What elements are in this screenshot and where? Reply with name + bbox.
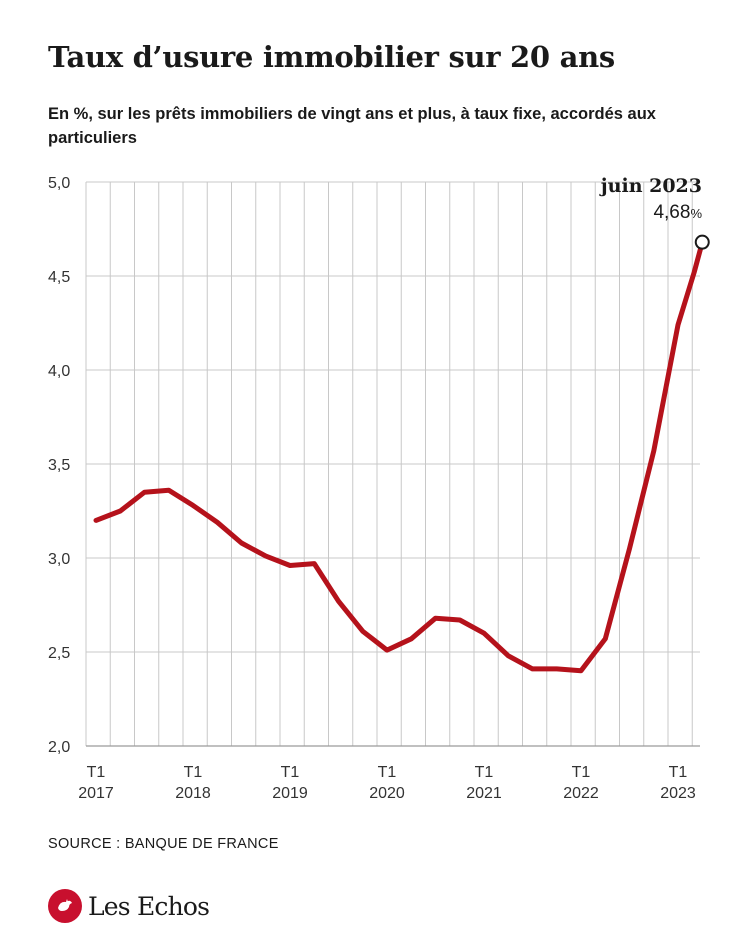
x-tick-label-year: 2020 bbox=[369, 785, 405, 802]
chart-title: Taux d’usure immobilier sur 20 ans bbox=[48, 40, 615, 74]
x-tick-label-quarter: T1 bbox=[281, 764, 300, 781]
x-tick-label-quarter: T1 bbox=[669, 764, 688, 781]
chart-subtitle: En %, sur les prêts immobiliers de vingt… bbox=[48, 105, 656, 147]
x-tick-label-quarter: T1 bbox=[87, 764, 106, 781]
line-chart: 5,0 4,5 4,0 3,5 3,0 2,5 2,0 T1 2017 T1 2018 T1 2019 T… bbox=[48, 175, 710, 802]
x-tick-label-quarter: T1 bbox=[475, 764, 494, 781]
annotation-value-label: 4,68% bbox=[653, 202, 702, 223]
y-tick-label: 4,0 bbox=[48, 363, 70, 380]
y-tick-label: 2,0 bbox=[48, 739, 70, 756]
x-tick-label-year: 2017 bbox=[78, 785, 114, 802]
source-note: SOURCE : BANQUE DE FRANCE bbox=[48, 836, 279, 852]
x-tick-label-quarter: T1 bbox=[572, 764, 591, 781]
y-tick-label: 2,5 bbox=[48, 645, 70, 662]
y-tick-label: 4,5 bbox=[48, 269, 70, 286]
x-tick-label-quarter: T1 bbox=[184, 764, 203, 781]
les-echos-rooster-icon bbox=[48, 889, 82, 923]
x-tick-label-year: 2023 bbox=[660, 785, 696, 802]
x-tick-label-quarter: T1 bbox=[378, 764, 397, 781]
x-tick-label-year: 2018 bbox=[175, 785, 211, 802]
y-tick-label: 3,0 bbox=[48, 551, 70, 568]
les-echos-wordmark: Les Echos bbox=[88, 891, 210, 921]
annotation-date-label: juin 2023 bbox=[599, 175, 702, 197]
last-data-point-marker bbox=[694, 234, 710, 250]
les-echos-logo: Les Echos bbox=[48, 888, 210, 924]
x-tick-label-year: 2021 bbox=[466, 785, 502, 802]
series-line-taux-usure bbox=[93, 239, 705, 674]
x-tick-label-year: 2019 bbox=[272, 785, 308, 802]
y-tick-label: 5,0 bbox=[48, 175, 70, 192]
x-tick-label-year: 2022 bbox=[563, 785, 599, 802]
y-tick-label: 3,5 bbox=[48, 457, 70, 474]
